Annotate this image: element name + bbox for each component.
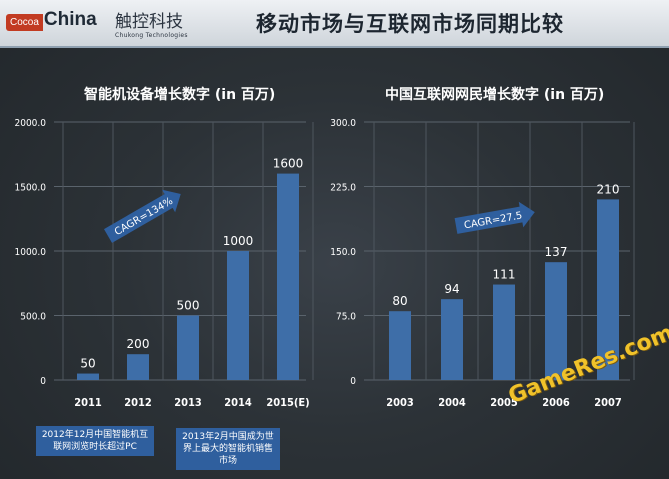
x-tick-label: 2003 [386,396,414,409]
y-tick-label: 1500.0 [15,183,47,194]
bar [177,315,199,380]
bar [277,173,299,380]
chart-left-title: 智能机设备增长数字 (in 百万) [84,87,276,103]
cagr-arrow: CAGR=134% [104,189,181,243]
brand-english: Chukong Technologies [115,32,188,39]
logo-cocoa-text: Cocoa [6,14,43,31]
page-title: 移动市场与互联网市场同期比较 [256,12,564,36]
bar [227,251,249,380]
bar [77,373,99,380]
y-tick-label: 225.0 [330,183,356,194]
bar [493,284,515,380]
arrow-shape [454,201,535,234]
bar [441,299,463,380]
y-tick-label: 2000.0 [15,118,47,129]
x-tick-label: 2007 [594,396,622,409]
cagr-label: CAGR=134% [113,196,175,238]
bar-value-label: 1000 [223,234,254,248]
bar [389,311,411,380]
bar-value-label: 94 [444,282,459,296]
bar-value-label: 137 [545,245,568,259]
bar-value-label: 210 [597,182,620,196]
cocoachina-logo: Cocoa China [6,9,97,31]
bar-value-label: 500 [177,299,200,313]
bar-value-label: 200 [127,337,150,351]
brand-chinese: 触控科技 [115,12,183,32]
bar [597,199,619,380]
x-tick-label: 2014 [224,396,252,409]
arrow-shape [104,189,181,243]
y-tick-label: 0 [40,376,46,387]
y-tick-label: 150.0 [330,247,356,258]
bar-value-label: 50 [80,357,95,371]
chukong-brand: 触控科技 Chukong Technologies [115,7,188,39]
x-tick-label: 2011 [74,396,102,409]
y-tick-label: 75.0 [336,312,356,323]
x-tick-label: 2015(E) [266,396,309,409]
bar [545,262,567,380]
bar-value-label: 1600 [273,157,304,171]
bar-value-label: 80 [392,294,407,308]
x-tick-label: 2013 [174,396,202,409]
x-tick-label: 2006 [542,396,570,409]
y-tick-label: 0 [350,376,356,387]
y-tick-label: 1000.0 [15,247,47,258]
y-tick-label: 500.0 [20,312,46,323]
bar [127,354,149,380]
header-bar: Cocoa China 触控科技 Chukong Technologies 移动市… [0,0,669,48]
x-tick-label: 2012 [124,396,152,409]
y-tick-label: 300.0 [330,118,356,129]
logo-china-text: China [43,9,97,30]
note-2013: 2013年2月中国成为世界上最大的智能机销售市场 [176,428,280,470]
x-tick-label: 2005 [490,396,518,409]
cagr-arrow: CAGR=27.5 [454,201,535,234]
chart-right-title: 中国互联网网民增长数字 (in 百万) [385,87,605,103]
bar-value-label: 111 [493,268,516,282]
note-2012: 2012年12月中国智能机互联网浏览时长超过PC [36,426,154,456]
x-tick-label: 2004 [438,396,466,409]
